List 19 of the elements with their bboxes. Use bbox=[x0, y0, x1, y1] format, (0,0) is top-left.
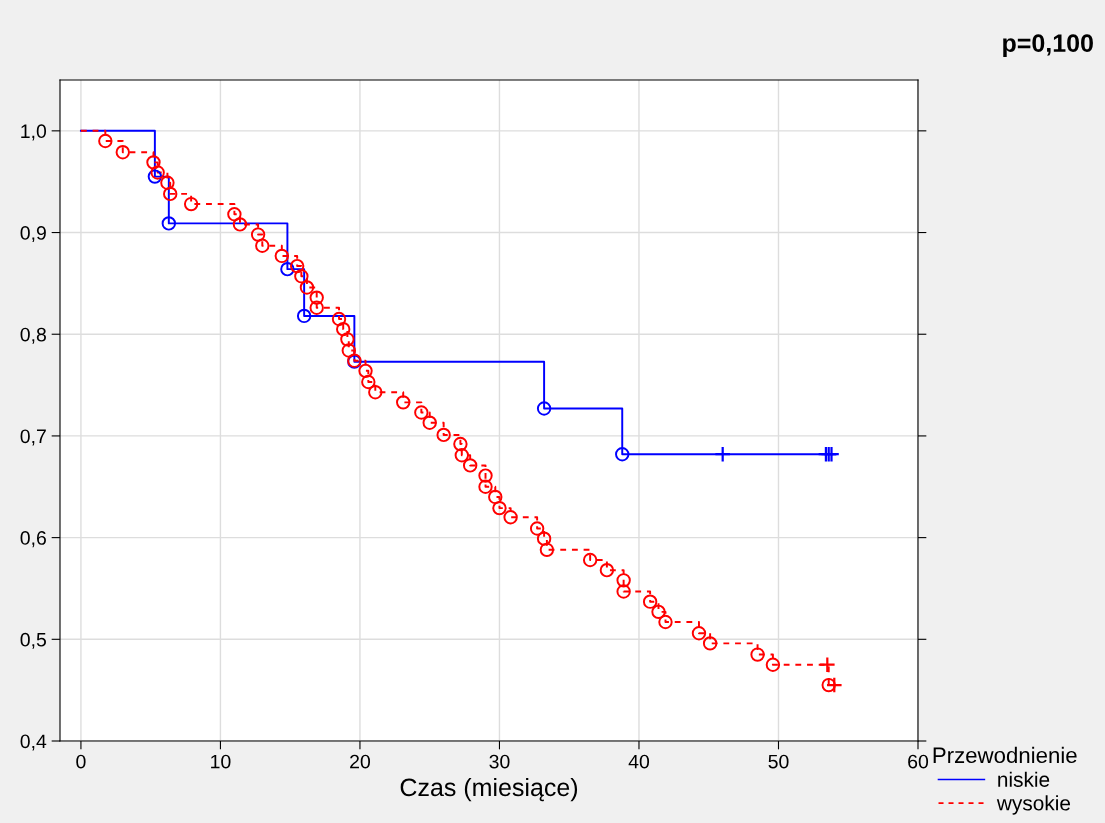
y-tick-label: 1,0 bbox=[21, 124, 47, 141]
y-tick-label: 0,9 bbox=[20, 226, 46, 243]
y-tick-label: 0,7 bbox=[20, 429, 46, 446]
x-tick-label: 30 bbox=[489, 754, 510, 769]
y-tick-label: 0,8 bbox=[20, 327, 46, 344]
legend-title: Przewodnienie bbox=[933, 746, 1077, 764]
x-tick-label: 60 bbox=[908, 754, 929, 769]
x-axis-title: Czas (miesiące) bbox=[400, 777, 578, 802]
x-tick-label: 50 bbox=[768, 754, 789, 769]
legend-label: wysokie bbox=[996, 795, 1071, 815]
y-tick-label: 0,4 bbox=[20, 734, 47, 751]
y-tick-label: 0,6 bbox=[20, 531, 46, 548]
x-tick-label: 40 bbox=[628, 754, 650, 769]
text: p=0,100 bbox=[1003, 34, 1093, 57]
x-tick-label: 20 bbox=[350, 754, 371, 769]
x-tick-label: 0 bbox=[76, 754, 86, 769]
x-tick-label: 10 bbox=[211, 754, 231, 769]
legend-label: niskie bbox=[998, 771, 1050, 787]
y-tick-label: 0,5 bbox=[20, 632, 46, 649]
